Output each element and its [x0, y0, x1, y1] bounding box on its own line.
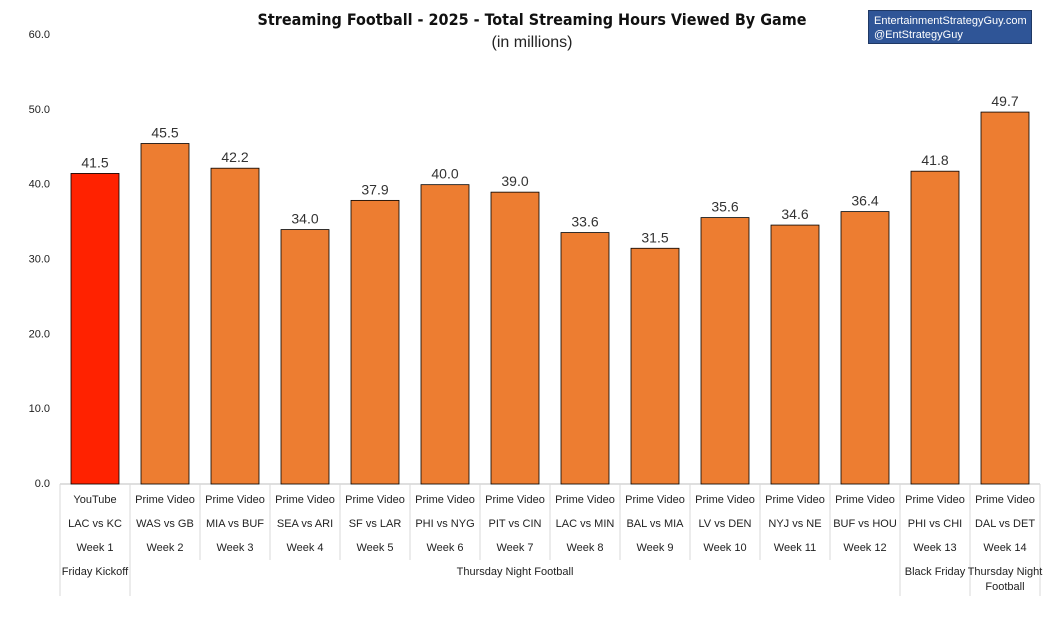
bar: [700, 217, 750, 485]
bar: [910, 170, 960, 485]
bar: [140, 143, 190, 485]
x-tick-platform-label: Prime Video: [905, 494, 965, 506]
credit-handle: @EntStrategyGuy: [874, 29, 963, 41]
x-tick-platform-label: Prime Video: [835, 494, 895, 506]
bar: [210, 167, 260, 485]
x-tick-platform-label: Prime Video: [205, 494, 265, 506]
x-tick-platform-label: Prime Video: [345, 494, 405, 506]
x-tick-week-label: Week 14: [983, 542, 1026, 554]
x-tick-matchup-label: PIT vs CIN: [489, 518, 542, 530]
x-tick-matchup-label: MIA vs BUF: [206, 518, 264, 530]
bar-value-label: 41.8: [921, 152, 948, 168]
x-tick-week-label: Week 9: [636, 542, 673, 554]
bar-value-label: 37.9: [361, 181, 388, 197]
x-tick-week-label: Week 8: [566, 542, 603, 554]
x-tick-matchup-label: BAL vs MIA: [626, 518, 684, 530]
x-tick-matchup-label: LV vs DEN: [699, 518, 752, 530]
y-tick-label: 10.0: [29, 403, 50, 415]
x-tick-platform-label: Prime Video: [625, 494, 685, 506]
x-tick-week-label: Week 3: [216, 542, 253, 554]
x-tick-week-label: Week 5: [356, 542, 393, 554]
x-tick-week-label: Week 11: [774, 542, 816, 554]
bar: [630, 247, 680, 485]
x-tick-matchup-label: SEA vs ARI: [277, 518, 333, 530]
bar-value-label: 42.2: [221, 149, 248, 165]
bar-value-label: 49.7: [991, 93, 1018, 109]
bar: [70, 173, 120, 485]
chart-title: Streaming Football - 2025 - Total Stream…: [257, 10, 807, 29]
x-tick-platform-label: Prime Video: [485, 494, 545, 506]
bar-value-label: 35.6: [711, 199, 738, 215]
credit-website: EntertainmentStrategyGuy.com: [874, 15, 1027, 27]
x-tick-matchup-label: PHI vs NYG: [415, 518, 474, 530]
x-tick-matchup-label: SF vs LAR: [349, 518, 402, 530]
x-tick-platform-label: Prime Video: [765, 494, 825, 506]
x-tick-platform-label: Prime Video: [975, 494, 1035, 506]
x-tick-week-label: Week 12: [843, 542, 886, 554]
group-label: Friday Kickoff: [62, 566, 129, 578]
chart-subtitle: (in millions): [491, 34, 573, 51]
y-tick-label: 60.0: [29, 29, 50, 41]
x-tick-matchup-label: NYJ vs NE: [768, 518, 821, 530]
x-tick-matchup-label: DAL vs DET: [975, 518, 1035, 530]
x-tick-matchup-label: WAS vs GB: [136, 518, 194, 530]
x-tick-platform-label: Prime Video: [415, 494, 475, 506]
x-tick-week-label: Week 4: [286, 542, 323, 554]
bar-value-label: 41.5: [81, 154, 108, 170]
bar-value-label: 34.0: [291, 211, 318, 227]
bar: [980, 111, 1030, 485]
x-tick-week-label: Week 7: [496, 542, 533, 554]
y-tick-label: 30.0: [29, 254, 50, 266]
bar-value-label: 39.0: [501, 173, 528, 189]
x-tick-matchup-label: PHI vs CHI: [908, 518, 962, 530]
bar-value-label: 33.6: [571, 214, 598, 230]
bar: [840, 211, 890, 485]
credit-box: EntertainmentStrategyGuy.com @EntStrateg…: [868, 10, 1032, 44]
x-tick-matchup-label: LAC vs KC: [68, 518, 122, 530]
bar: [420, 184, 470, 485]
group-label: Football: [985, 581, 1024, 593]
group-label: Black Friday: [905, 566, 966, 578]
x-tick-platform-label: Prime Video: [275, 494, 335, 506]
x-tick-platform-label: Prime Video: [695, 494, 755, 506]
group-label: Thursday Night: [968, 566, 1043, 578]
bar-value-label: 34.6: [781, 206, 808, 222]
bar-value-label: 40.0: [431, 166, 458, 182]
y-tick-label: 50.0: [29, 104, 50, 116]
y-tick-label: 0.0: [35, 478, 50, 490]
x-tick-week-label: Week 2: [146, 542, 183, 554]
bar-value-label: 31.5: [641, 229, 668, 245]
group-label: Thursday Night Football: [457, 566, 574, 578]
bar: [350, 199, 400, 485]
x-tick-week-label: Week 13: [913, 542, 956, 554]
x-tick-platform-label: Prime Video: [555, 494, 615, 506]
bar-value-label: 36.4: [851, 193, 878, 209]
bar: [560, 232, 610, 485]
x-tick-week-label: Week 6: [426, 542, 463, 554]
bar: [280, 229, 330, 485]
x-tick-matchup-label: BUF vs HOU: [833, 518, 897, 530]
bar: [770, 224, 820, 485]
x-tick-platform-label: YouTube: [73, 494, 116, 506]
x-tick-platform-label: Prime Video: [135, 494, 195, 506]
bar: [490, 191, 540, 485]
y-tick-label: 20.0: [29, 328, 50, 340]
y-tick-label: 40.0: [29, 179, 50, 191]
x-tick-week-label: Week 1: [76, 542, 113, 554]
x-tick-matchup-label: LAC vs MIN: [556, 518, 615, 530]
bar-value-label: 45.5: [151, 125, 178, 141]
x-tick-week-label: Week 10: [703, 542, 746, 554]
